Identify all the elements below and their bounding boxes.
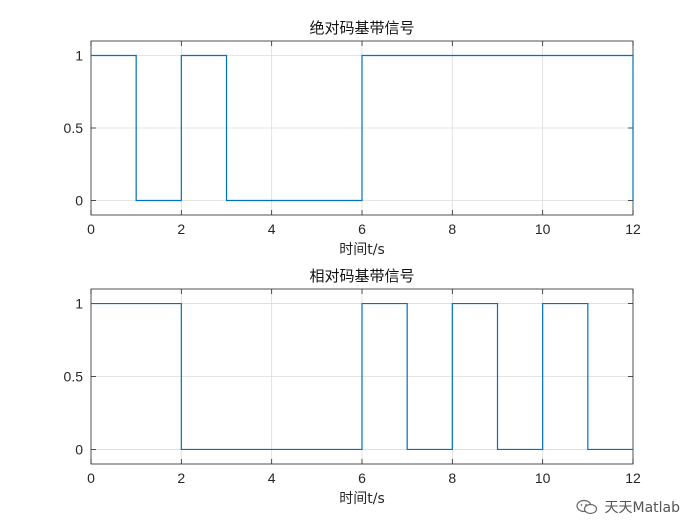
wechat-icon (576, 499, 598, 515)
chart-1-xtick-label-3: 6 (358, 221, 366, 237)
chart-1-xtick-label-4: 8 (448, 221, 456, 237)
chart-2-xtick-label-2: 4 (268, 470, 276, 486)
chart-1-title: 绝对码基带信号 (309, 19, 414, 37)
chart-2-series-line-0 (91, 302, 633, 451)
chart-1-xtick-label-2: 4 (268, 221, 276, 237)
chart-2-ytick-label-1: 0.5 (64, 369, 84, 385)
chart-2-ytick-label-0: 0 (75, 441, 83, 457)
chart-2-xtick-label-6: 12 (625, 470, 641, 486)
chart-2-xtick-label-5: 10 (535, 470, 551, 486)
chart-1-xtick-label-1: 2 (177, 221, 185, 237)
chart-2-title: 相对码基带信号 (309, 267, 414, 285)
chart-1-xtick-label-5: 10 (535, 221, 551, 237)
chart-1-ytick-label-1: 0.5 (64, 120, 84, 136)
chart-2-xtick-label-4: 8 (448, 470, 456, 486)
chart-1-xlabel: 时间t/s (339, 242, 385, 258)
chart-1-ytick-label-0: 0 (75, 193, 83, 209)
watermark: 天天Matlab (576, 497, 680, 517)
chart-2-xtick-label-3: 6 (358, 470, 366, 486)
chart-1-ytick-label-2: 1 (75, 48, 83, 64)
chart-1-xtick-label-6: 12 (625, 221, 641, 237)
chart-2-xlabel: 时间t/s (339, 491, 385, 507)
watermark-text: 天天Matlab (604, 500, 680, 516)
chart-1-series-line-0 (91, 54, 634, 202)
chart-1-xtick-label-0: 0 (87, 221, 95, 237)
chart-2-ytick-label-2: 1 (75, 296, 83, 312)
chart-2-xtick-label-1: 2 (177, 470, 185, 486)
chart-2-xtick-label-0: 0 (87, 470, 95, 486)
